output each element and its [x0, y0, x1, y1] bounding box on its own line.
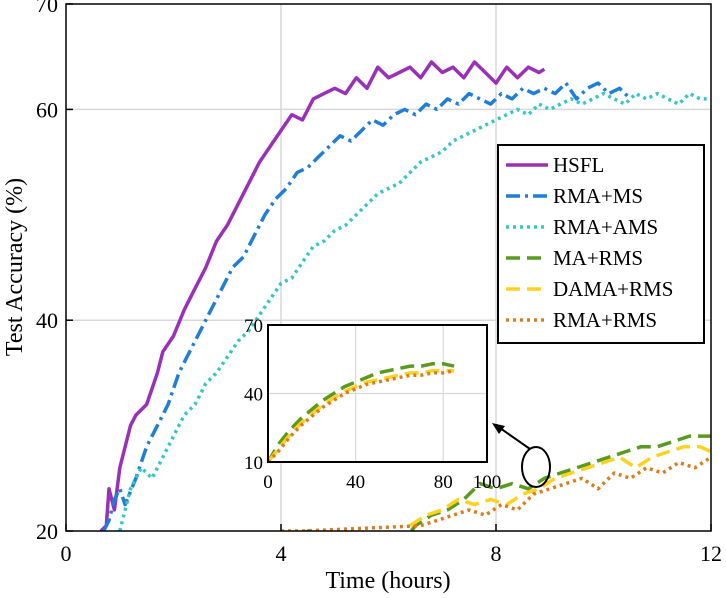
legend-label: DAMA+RMS	[553, 277, 673, 301]
series-lines	[99, 60, 711, 531]
series-line-rma-ms	[102, 81, 632, 531]
inset-y-tick-label: 40	[244, 385, 263, 406]
legend-box	[497, 144, 705, 344]
inset-line-dama-rms	[268, 368, 455, 462]
x-tick-label: 4	[276, 541, 287, 566]
x-tick-label: 12	[700, 541, 722, 566]
inset-y-tick-label: 10	[244, 453, 263, 474]
series-line-ma-rms	[305, 434, 711, 531]
y-axis-title: Test Accuracy (%)	[2, 178, 28, 356]
zoom-ellipse	[521, 446, 551, 488]
inset-line-ma-rms	[268, 362, 455, 462]
legend: HSFL RMA+MS RMA+AMS MA+RMS DAMA+RMS RMA+RMS	[497, 144, 705, 344]
inset-x-tick-label: 40	[346, 472, 365, 493]
series-line-hsfl	[99, 60, 546, 531]
x-tick-label: 8	[491, 541, 502, 566]
zoom-arrow-line	[499, 427, 531, 450]
legend-label: RMA+MS	[553, 184, 643, 208]
y-tick-label: 70	[36, 0, 58, 17]
inset-x-tick-label: 0	[263, 472, 273, 493]
inset-y-tick-label: 70	[244, 316, 263, 337]
legend-label: RMA+AMS	[553, 215, 658, 239]
inset-x-tick-label: 100	[473, 472, 502, 493]
series-line-dama-rms	[409, 444, 711, 528]
legend-label: MA+RMS	[553, 246, 643, 270]
y-tick-label: 60	[36, 97, 58, 122]
series-line-rma-ams	[118, 91, 711, 531]
legend-label: HSFL	[553, 153, 604, 177]
inset-chart: 0 40 80 100 10 40 70	[244, 316, 501, 493]
plot-area-border	[65, 3, 712, 532]
inset-line-rma-rms	[268, 368, 455, 462]
x-axis-title: Time (hours)	[325, 568, 450, 594]
inset-series	[268, 362, 455, 462]
axis-ticks: 0 4 8 12 20 40 60 70	[36, 0, 722, 566]
inset-x-tick-label: 80	[434, 472, 453, 493]
y-tick-label: 20	[36, 519, 58, 544]
y-tick-label: 40	[36, 308, 58, 333]
series-line-rma-rms	[281, 455, 711, 531]
inset-border	[267, 324, 488, 463]
x-tick-label: 0	[61, 541, 72, 566]
legend-label: RMA+RMS	[553, 308, 657, 332]
zoom-arrowhead	[492, 423, 505, 434]
